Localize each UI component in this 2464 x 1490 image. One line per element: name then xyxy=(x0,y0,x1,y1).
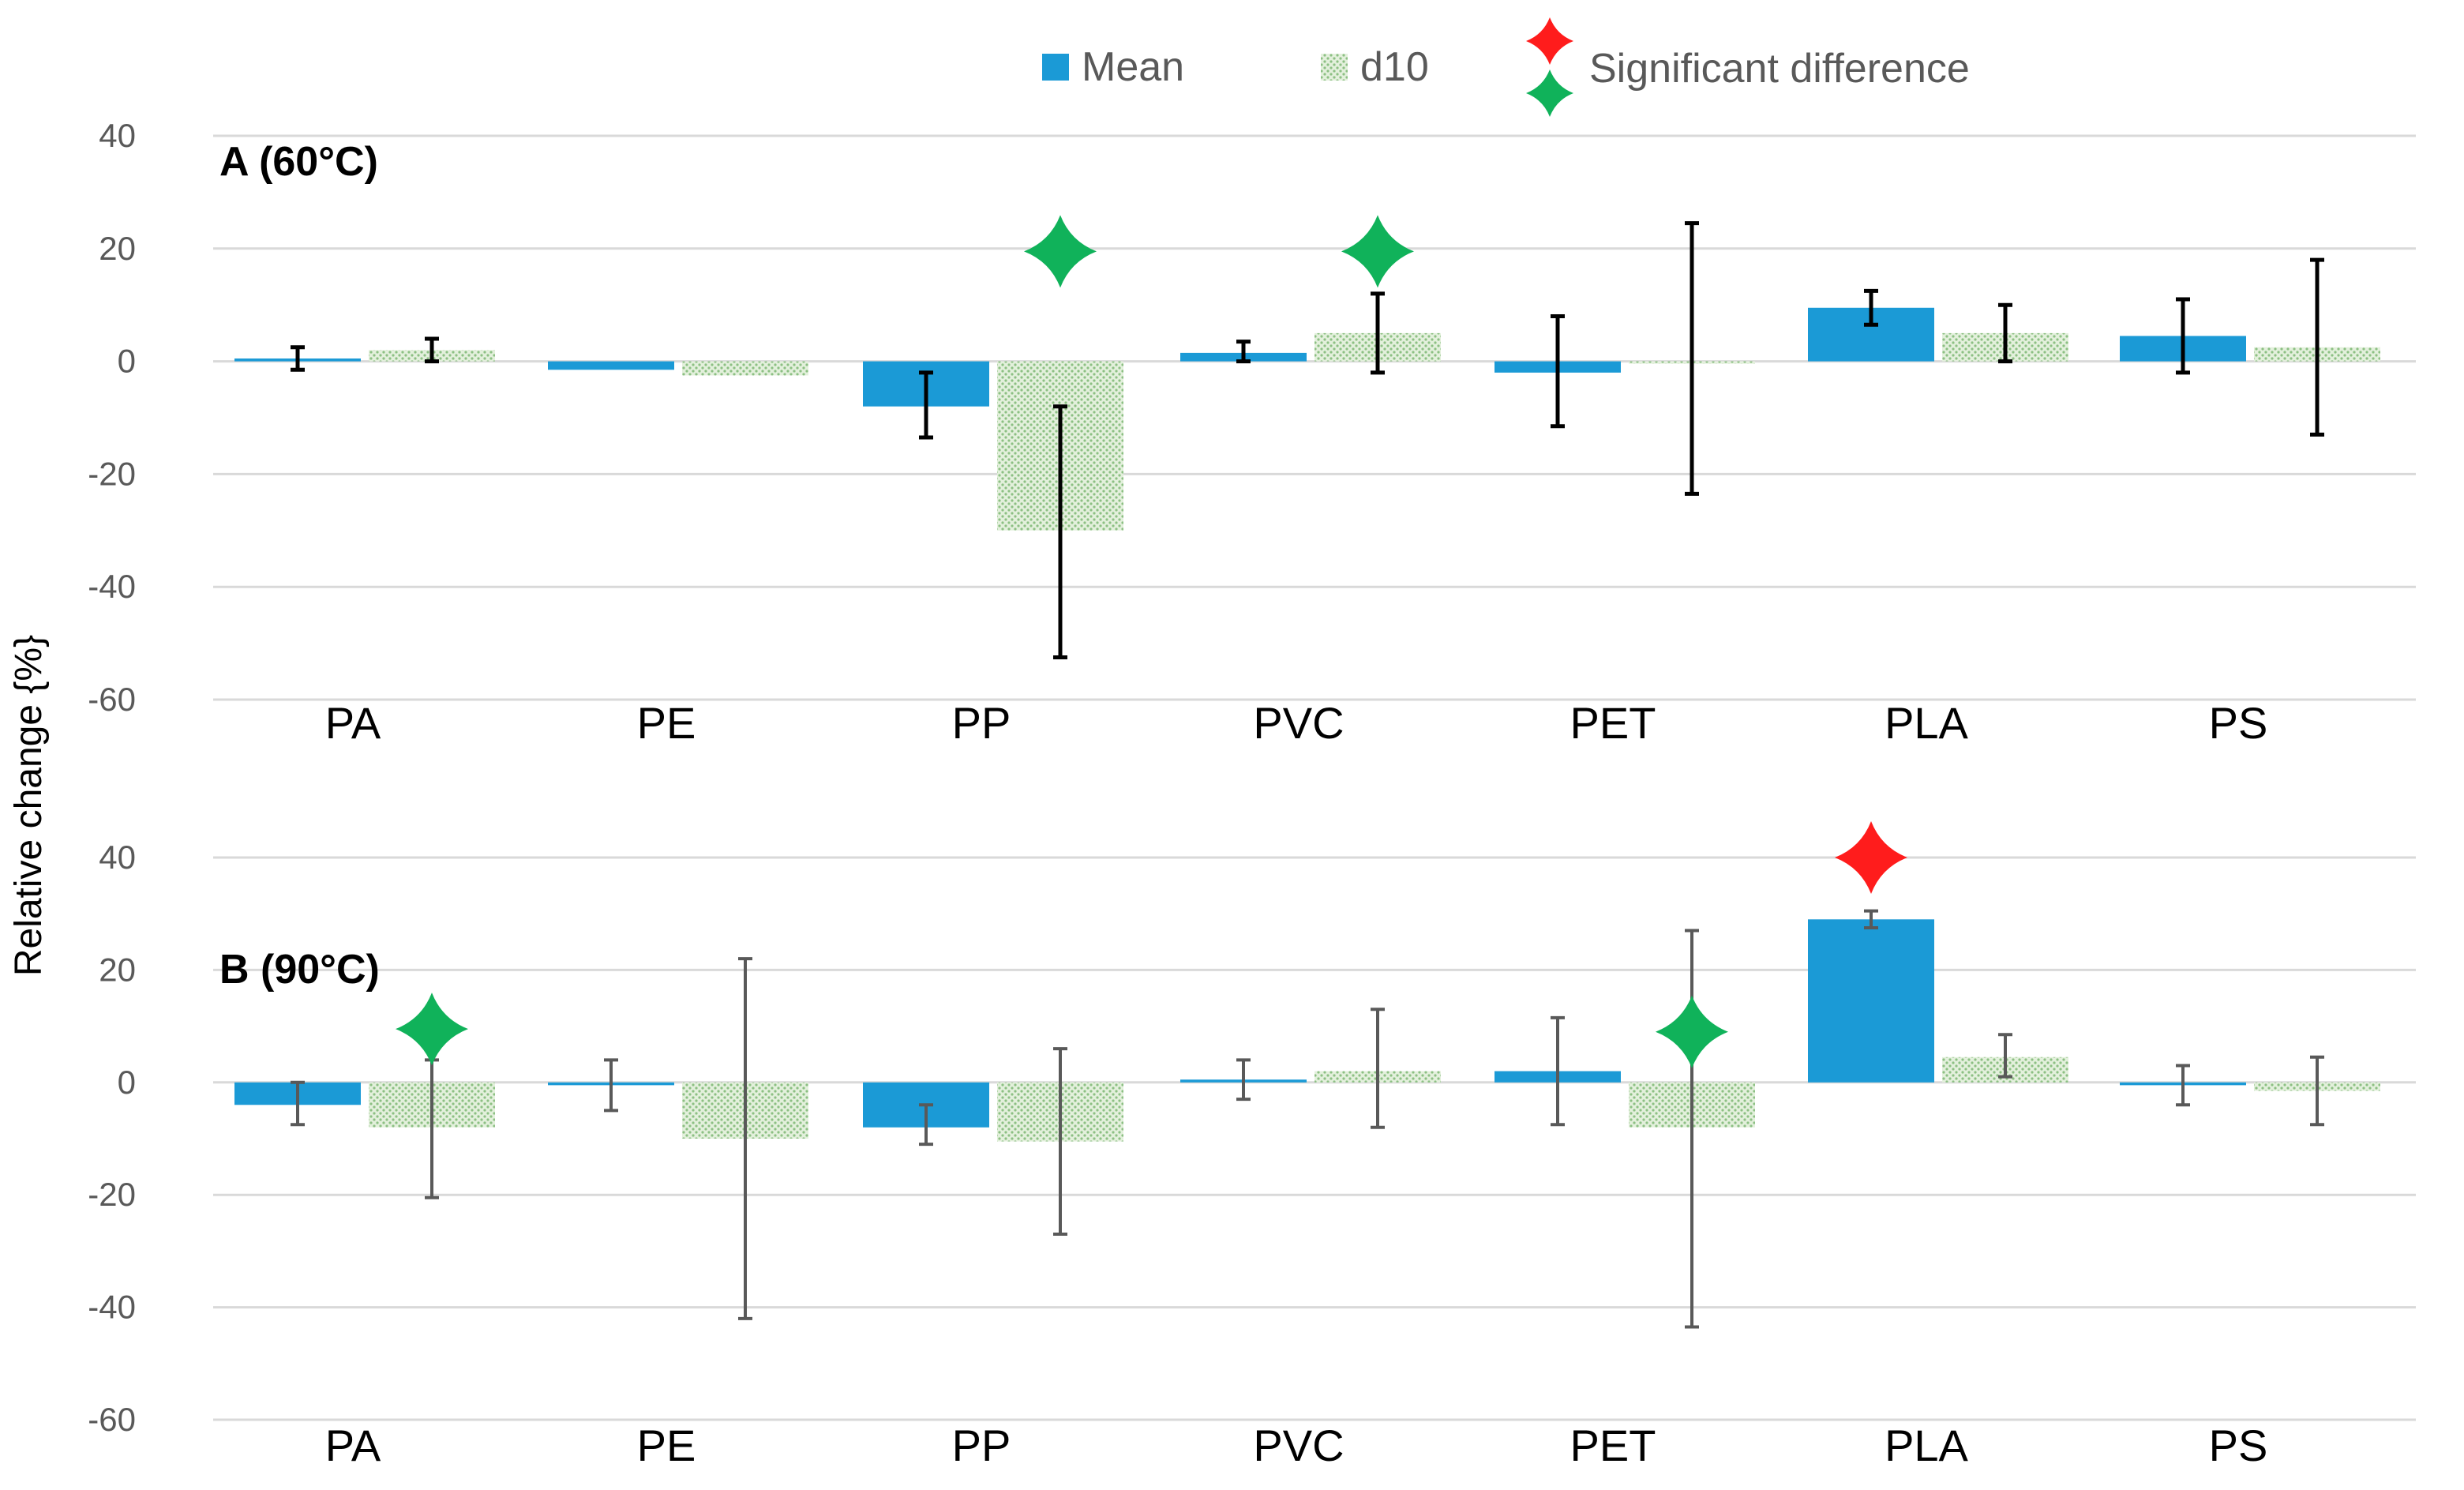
legend-label-significant: Significant difference xyxy=(1589,46,1970,92)
category-label-pvc: PVC xyxy=(1253,1421,1344,1470)
category-label-pp: PP xyxy=(952,1421,1011,1470)
category-label-pvc: PVC xyxy=(1253,698,1344,748)
error-bar-mean-ps xyxy=(2176,1064,2190,1107)
y-tick-label: -40 xyxy=(88,1289,136,1326)
bar-mean-pe xyxy=(548,361,674,370)
error-bar-mean-pet xyxy=(1551,1015,1565,1127)
error-bar-d10-pvc xyxy=(1371,1008,1385,1129)
error-bar-d10-pe xyxy=(738,957,752,1320)
error-bar-mean-pla xyxy=(1864,909,1878,929)
y-tick-label: 20 xyxy=(99,951,136,988)
error-bar-d10-pla xyxy=(1998,302,2012,364)
error-bar-mean-ps xyxy=(2176,297,2190,375)
error-bar-d10-pa xyxy=(425,336,439,364)
y-tick-label: -20 xyxy=(88,1176,136,1213)
error-bar-mean-pet xyxy=(1551,313,1565,429)
panel-title: B (90°C) xyxy=(219,947,380,993)
y-tick-label: -60 xyxy=(88,1401,136,1438)
legend-swatch-d10 xyxy=(1321,54,1348,81)
category-label-pla: PLA xyxy=(1885,1421,1968,1470)
error-bar-mean-pvc xyxy=(1236,1058,1251,1102)
error-bar-d10-pet xyxy=(1685,221,1699,496)
panel-a: 40 20 0 -20 -40 -60 PA PE PP PVC PET PLA PS A (60°C) xyxy=(88,117,2416,748)
legend-star-red xyxy=(1526,17,1573,65)
error-bar-d10-pa xyxy=(425,1058,439,1199)
bar-d10-pe xyxy=(682,361,808,376)
legend-label-d10: d10 xyxy=(1360,44,1429,90)
panel-b: 40 20 0 -20 -40 -60 PA PE PP PVC PET PLA PS B (90°C) xyxy=(88,821,2416,1470)
y-tick-label: 40 xyxy=(99,117,136,154)
legend-star-green xyxy=(1526,69,1573,117)
category-label-pa: PA xyxy=(325,698,381,748)
y-tick-label: 0 xyxy=(118,1064,136,1101)
y-tick-label: 0 xyxy=(118,343,136,380)
error-bar-d10-pla xyxy=(1998,1033,2012,1079)
category-label-pet: PET xyxy=(1570,698,1656,748)
y-tick-label: 20 xyxy=(99,230,136,267)
category-label-pe: PE xyxy=(637,1421,696,1470)
category-label-pla: PLA xyxy=(1885,698,1968,748)
panel-title: A (60°C) xyxy=(219,139,378,185)
error-bar-d10-pet xyxy=(1685,929,1699,1329)
error-bar-d10-ps xyxy=(2310,1055,2324,1127)
error-bar-mean-pp xyxy=(919,370,933,440)
error-bar-mean-pe xyxy=(604,1058,618,1113)
legend: Mean d10 Significant difference xyxy=(1042,17,1970,117)
significance-star-green-pvc xyxy=(1341,215,1414,288)
category-label-ps: PS xyxy=(2209,698,2268,748)
error-bar-mean-pla xyxy=(1864,288,1878,327)
legend-label-mean: Mean xyxy=(1082,44,1184,90)
y-tick-label: 40 xyxy=(99,839,136,876)
category-label-ps: PS xyxy=(2209,1421,2268,1470)
significance-star-green-pet xyxy=(1656,995,1728,1068)
error-bar-mean-pa xyxy=(291,345,305,372)
y-axis-label: Relative change {%} xyxy=(8,635,50,976)
significance-star-green-pa xyxy=(396,993,468,1066)
category-label-pp: PP xyxy=(952,698,1011,748)
category-label-pet: PET xyxy=(1570,1421,1656,1470)
error-bar-d10-pp xyxy=(1053,1047,1067,1237)
significance-star-red-pla xyxy=(1835,821,1907,894)
category-label-pa: PA xyxy=(325,1421,381,1470)
y-tick-label: -60 xyxy=(88,681,136,718)
error-bar-d10-pp xyxy=(1053,404,1067,659)
y-tick-label: -40 xyxy=(88,568,136,605)
bar-mean-pla xyxy=(1808,919,1934,1083)
error-bar-mean-pp xyxy=(919,1103,933,1147)
error-bar-d10-pvc xyxy=(1371,291,1385,375)
error-bar-mean-pvc xyxy=(1236,340,1251,364)
significance-star-green-pp xyxy=(1024,215,1097,288)
y-tick-label: -20 xyxy=(88,455,136,492)
category-label-pe: PE xyxy=(637,698,696,748)
legend-swatch-mean xyxy=(1042,54,1069,81)
error-bar-mean-pa xyxy=(291,1080,305,1127)
error-bar-d10-ps xyxy=(2310,257,2324,437)
